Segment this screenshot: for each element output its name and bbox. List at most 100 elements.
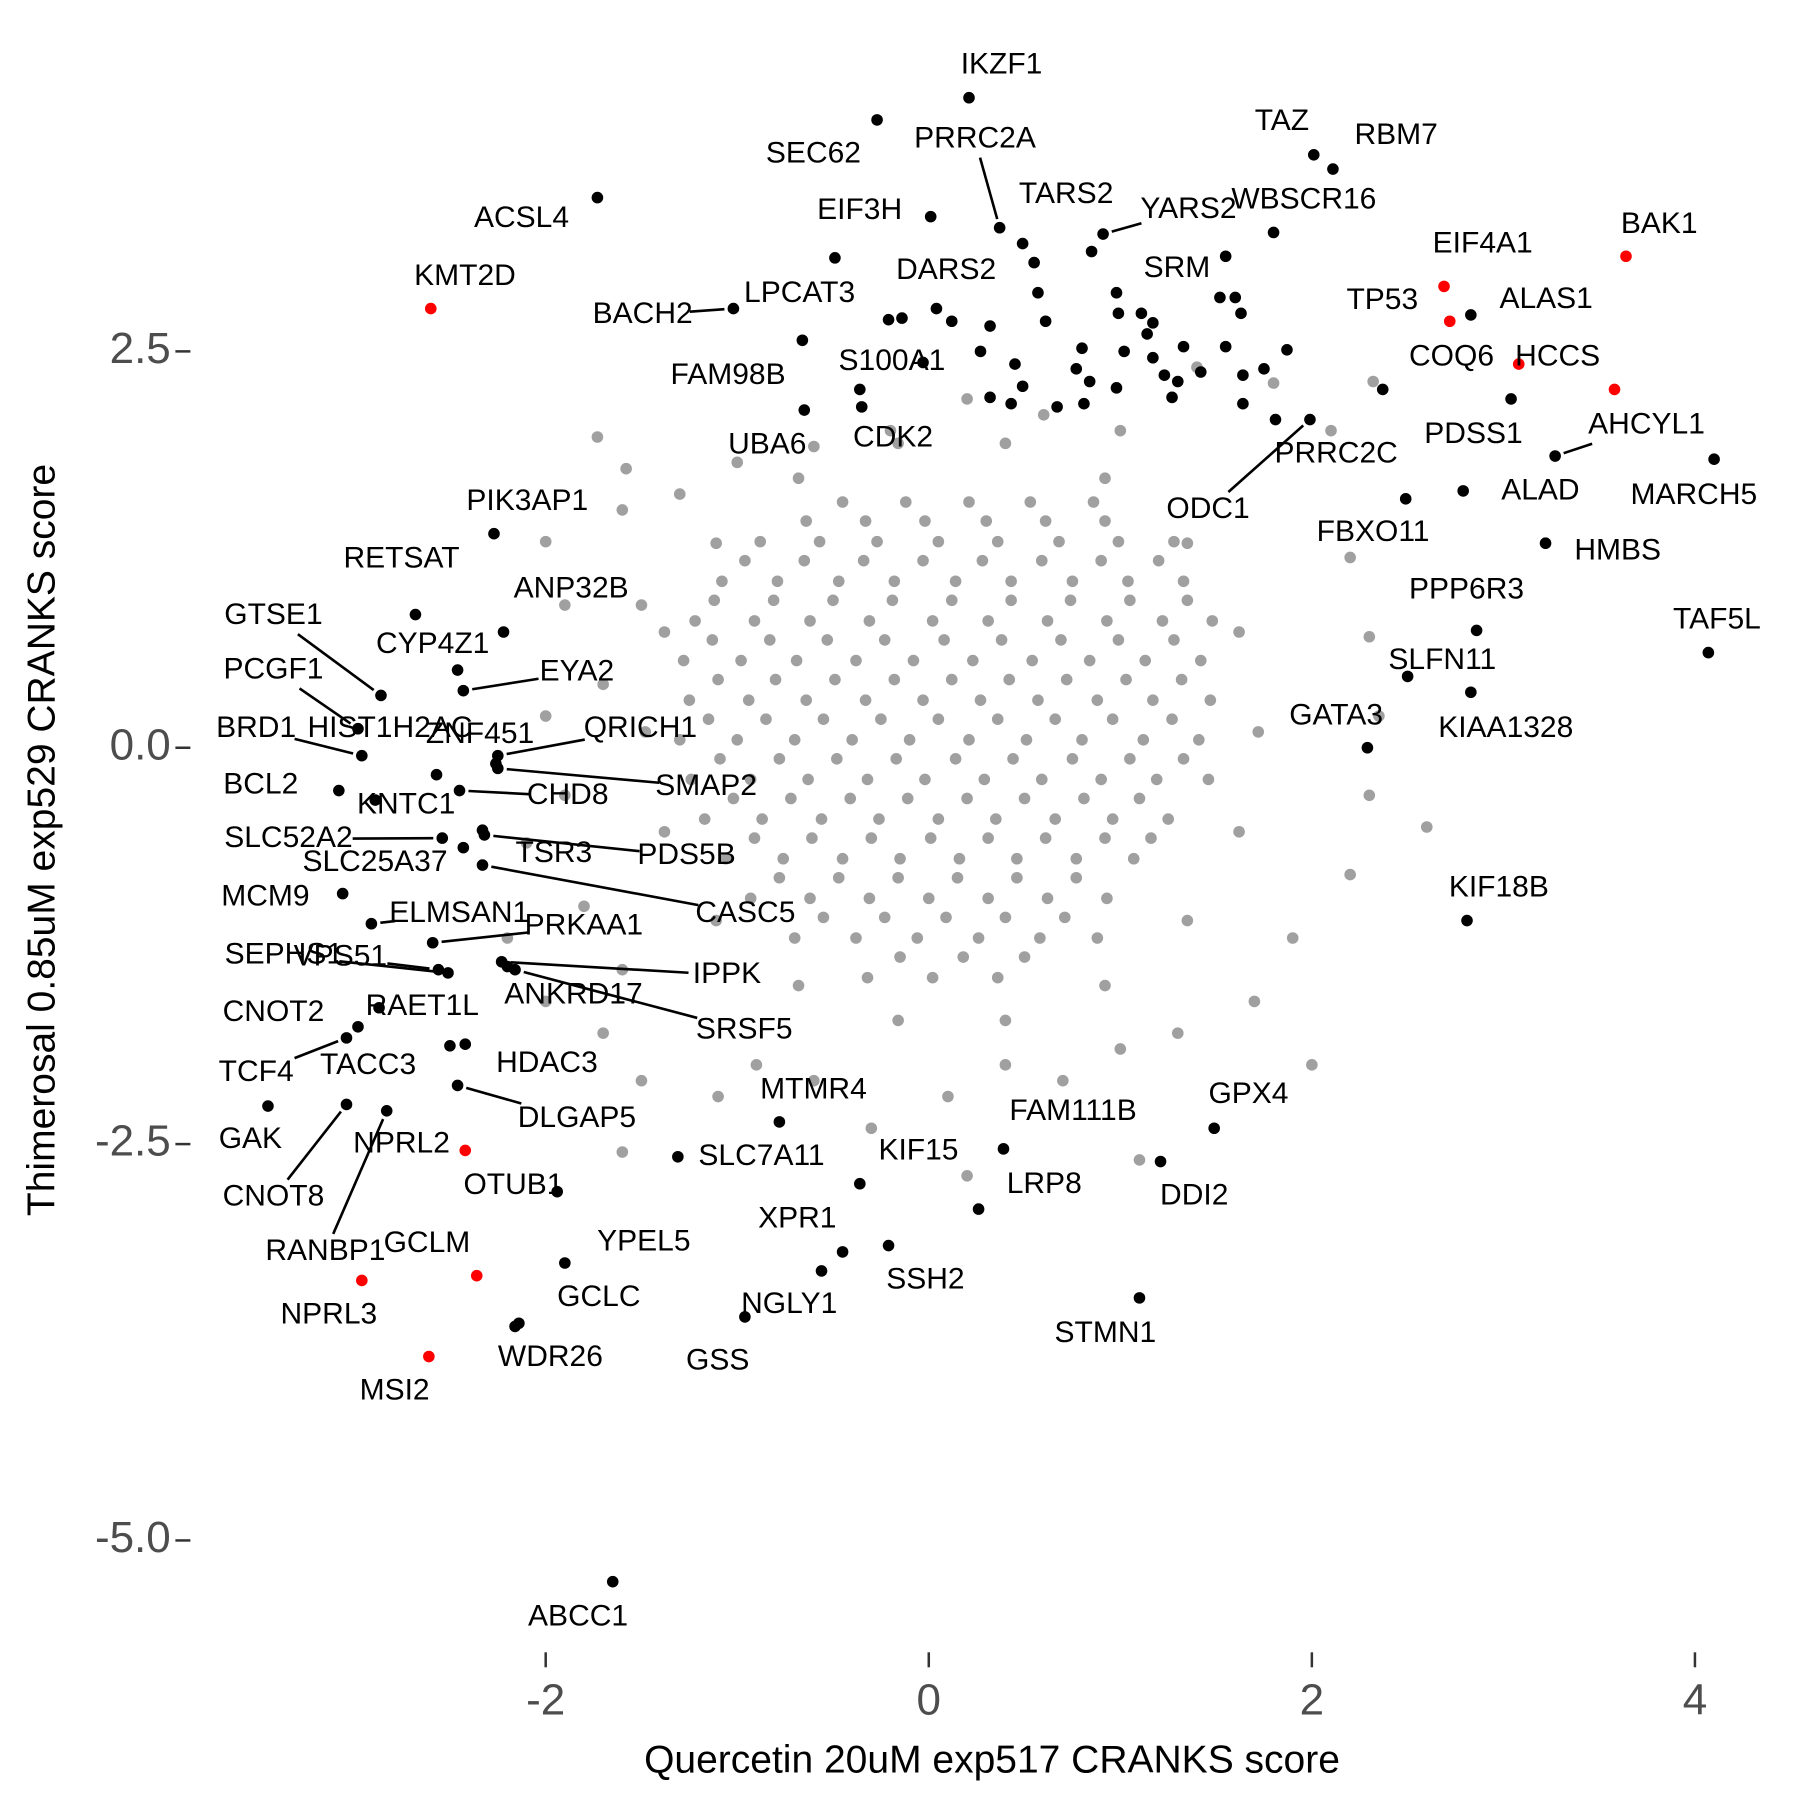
background-point: [978, 773, 991, 786]
point-label: BRD1: [216, 711, 296, 744]
highlight-point: [488, 527, 500, 540]
background-point: [940, 911, 952, 924]
background-point: [1026, 654, 1039, 667]
point-label: BAK1: [1621, 207, 1698, 240]
background-point: [953, 852, 966, 865]
background-point: [932, 535, 945, 548]
background-point: [1344, 868, 1356, 881]
point-label: ANKRD17: [504, 978, 642, 1011]
background-point: [850, 654, 862, 667]
highlight-point: [1070, 363, 1083, 375]
point-label: OTUB1: [463, 1168, 563, 1201]
background-point: [1177, 753, 1190, 765]
point-label: SMAP2: [655, 769, 757, 802]
point-label: VPS51: [294, 940, 387, 973]
background-point: [1306, 1059, 1318, 1071]
highlight-point: [453, 784, 466, 797]
background-point: [884, 424, 897, 437]
background-point: [1053, 535, 1065, 548]
highlight-point: [1118, 345, 1130, 358]
background-point: [639, 726, 652, 738]
background-point: [1202, 773, 1215, 786]
background-point: [878, 634, 891, 646]
highlight-point: [1443, 315, 1456, 328]
highlight-point: [984, 391, 996, 404]
background-point: [945, 594, 958, 607]
background-point: [756, 813, 768, 825]
point-label: CNOT8: [223, 1180, 325, 1213]
label-connector: [493, 834, 640, 853]
background-point: [706, 634, 719, 646]
background-point: [1252, 726, 1265, 738]
background-point: [1066, 575, 1079, 588]
background-point: [808, 440, 820, 453]
label-connector: [1227, 424, 1305, 493]
highlight-point: [1258, 363, 1270, 375]
point-label: WBSCR16: [1231, 183, 1376, 216]
background-point: [1147, 694, 1159, 706]
highlight-point: [1166, 391, 1178, 404]
point-label: QRICH1: [584, 711, 697, 744]
background-point: [863, 892, 876, 905]
point-label: PIK3AP1: [466, 484, 588, 517]
point-label: RAET1L: [366, 989, 479, 1022]
point-label: KIF15: [878, 1133, 958, 1166]
background-point: [1003, 673, 1016, 686]
background-point: [999, 437, 1012, 450]
highlight-point: [796, 334, 809, 347]
background-point: [748, 615, 761, 627]
label-connector: [387, 962, 430, 970]
background-point: [1177, 575, 1190, 588]
label-connector: [286, 1110, 342, 1181]
point-label: ZNF451: [426, 717, 534, 750]
background-point: [788, 734, 801, 746]
background-point: [1078, 792, 1090, 805]
background-point: [1099, 979, 1111, 992]
point-label: SEPHS1: [225, 937, 343, 970]
background-point: [1181, 537, 1194, 550]
background-point: [808, 1074, 820, 1087]
background-point: [1091, 694, 1104, 706]
highlight-point: [1304, 413, 1316, 426]
background-point: [708, 594, 721, 607]
x-axis-title: Quercetin 20uM exp517 CRANKS score: [644, 1738, 1340, 1781]
background-point: [1114, 1043, 1127, 1055]
background-point: [961, 393, 973, 405]
point-label: GATA3: [1289, 698, 1383, 731]
background-point: [901, 792, 914, 805]
background-point: [800, 515, 812, 527]
highlight-point: [457, 684, 470, 697]
background-point: [710, 537, 722, 550]
highlight-point: [262, 1100, 274, 1112]
background-point: [635, 599, 648, 611]
highlight-point: [451, 1079, 464, 1092]
background-point: [1248, 995, 1261, 1008]
label-connector: [297, 633, 375, 692]
background-point: [748, 832, 761, 844]
background-point: [616, 1146, 629, 1158]
background-point: [539, 535, 552, 548]
background-point: [1018, 792, 1031, 805]
background-point: [1066, 753, 1079, 765]
highlight-point: [457, 841, 470, 854]
label-connector: [510, 960, 689, 975]
highlight-point: [559, 1257, 571, 1269]
highlight-point: [432, 963, 445, 976]
label-connector: [491, 865, 699, 907]
point-label: ALAS1: [1499, 282, 1592, 315]
background-point: [785, 792, 797, 805]
highlight-point: [1281, 343, 1293, 356]
background-point: [945, 673, 958, 686]
point-label: TAF5L: [1673, 603, 1761, 636]
highlight-point: [1141, 328, 1153, 340]
background-point: [1101, 892, 1113, 905]
background-point: [1035, 773, 1048, 786]
highlight-point: [1110, 382, 1123, 394]
background-point: [750, 1059, 763, 1071]
highlight-point: [1549, 450, 1561, 462]
background-point: [1114, 424, 1127, 437]
highlight-point: [930, 302, 943, 315]
highlight-point: [591, 191, 604, 204]
highlight-point: [829, 252, 841, 264]
background-point: [1168, 634, 1180, 646]
